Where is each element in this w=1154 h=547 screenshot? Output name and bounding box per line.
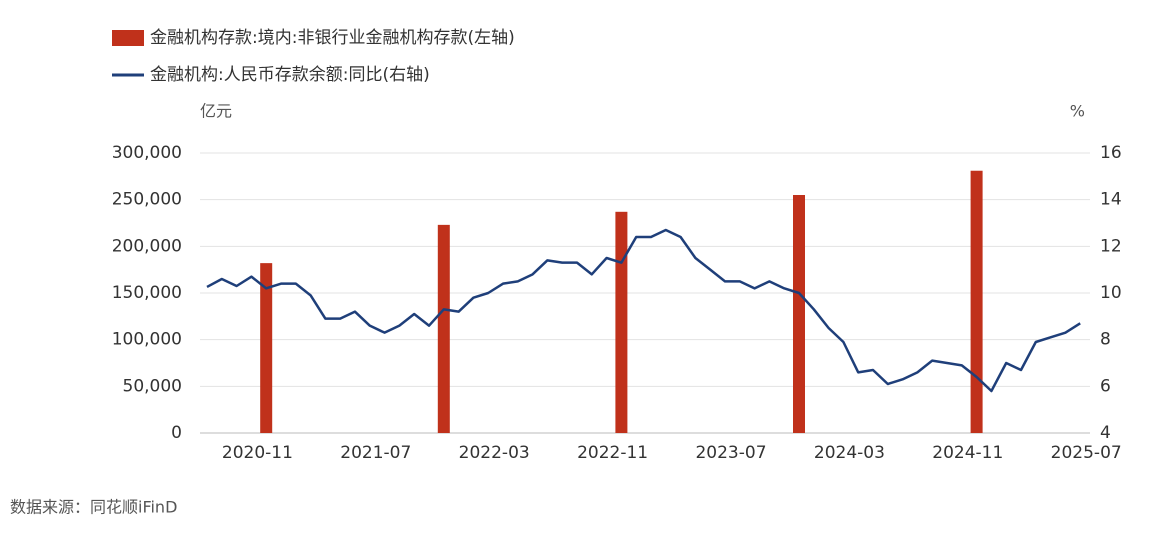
x-tick-label: 2023-07	[695, 443, 766, 463]
y2-tick-label: 8	[1100, 330, 1111, 350]
y-tick-label: 150,000	[112, 283, 182, 303]
line	[206, 228, 1081, 393]
bar	[615, 211, 628, 433]
x-tick-label: 2022-03	[459, 443, 530, 463]
legend-label: 金融机构:人民币存款余额:同比(右轴)	[150, 65, 430, 85]
x-tick-label: 2025-07	[1051, 443, 1122, 463]
x-tick-label: 2024-11	[932, 443, 1003, 463]
y-tick-label: 200,000	[112, 236, 182, 256]
x-tick-label: 2020-11	[222, 443, 293, 463]
x-tick-label: 2022-11	[577, 443, 648, 463]
x-tick-label: 2024-03	[814, 443, 885, 463]
right-unit: %	[1070, 102, 1085, 121]
left-unit: 亿元	[200, 102, 232, 121]
y-tick-label: 50,000	[123, 376, 182, 396]
y2-tick-label: 14	[1100, 190, 1122, 210]
y2-tick-label: 16	[1100, 143, 1122, 163]
bar	[970, 170, 983, 433]
y-tick-label: 0	[171, 423, 182, 443]
bar	[437, 224, 450, 433]
bar	[260, 263, 273, 433]
y-tick-label: 100,000	[112, 330, 182, 350]
y-tick-label: 300,000	[112, 143, 182, 163]
legend-label: 金融机构存款:境内:非银行业金融机构存款(左轴)	[150, 28, 515, 48]
source: 数据来源：同花顺iFinD	[10, 498, 177, 517]
y2-tick-label: 6	[1100, 376, 1111, 396]
y2-tick-label: 12	[1100, 236, 1122, 256]
x-tick-label: 2021-07	[340, 443, 411, 463]
y2-tick-label: 4	[1100, 423, 1111, 443]
legend-swatch	[112, 30, 144, 46]
bar	[793, 195, 805, 433]
y2-tick-label: 10	[1100, 283, 1122, 303]
y-tick-label: 250,000	[112, 190, 182, 210]
